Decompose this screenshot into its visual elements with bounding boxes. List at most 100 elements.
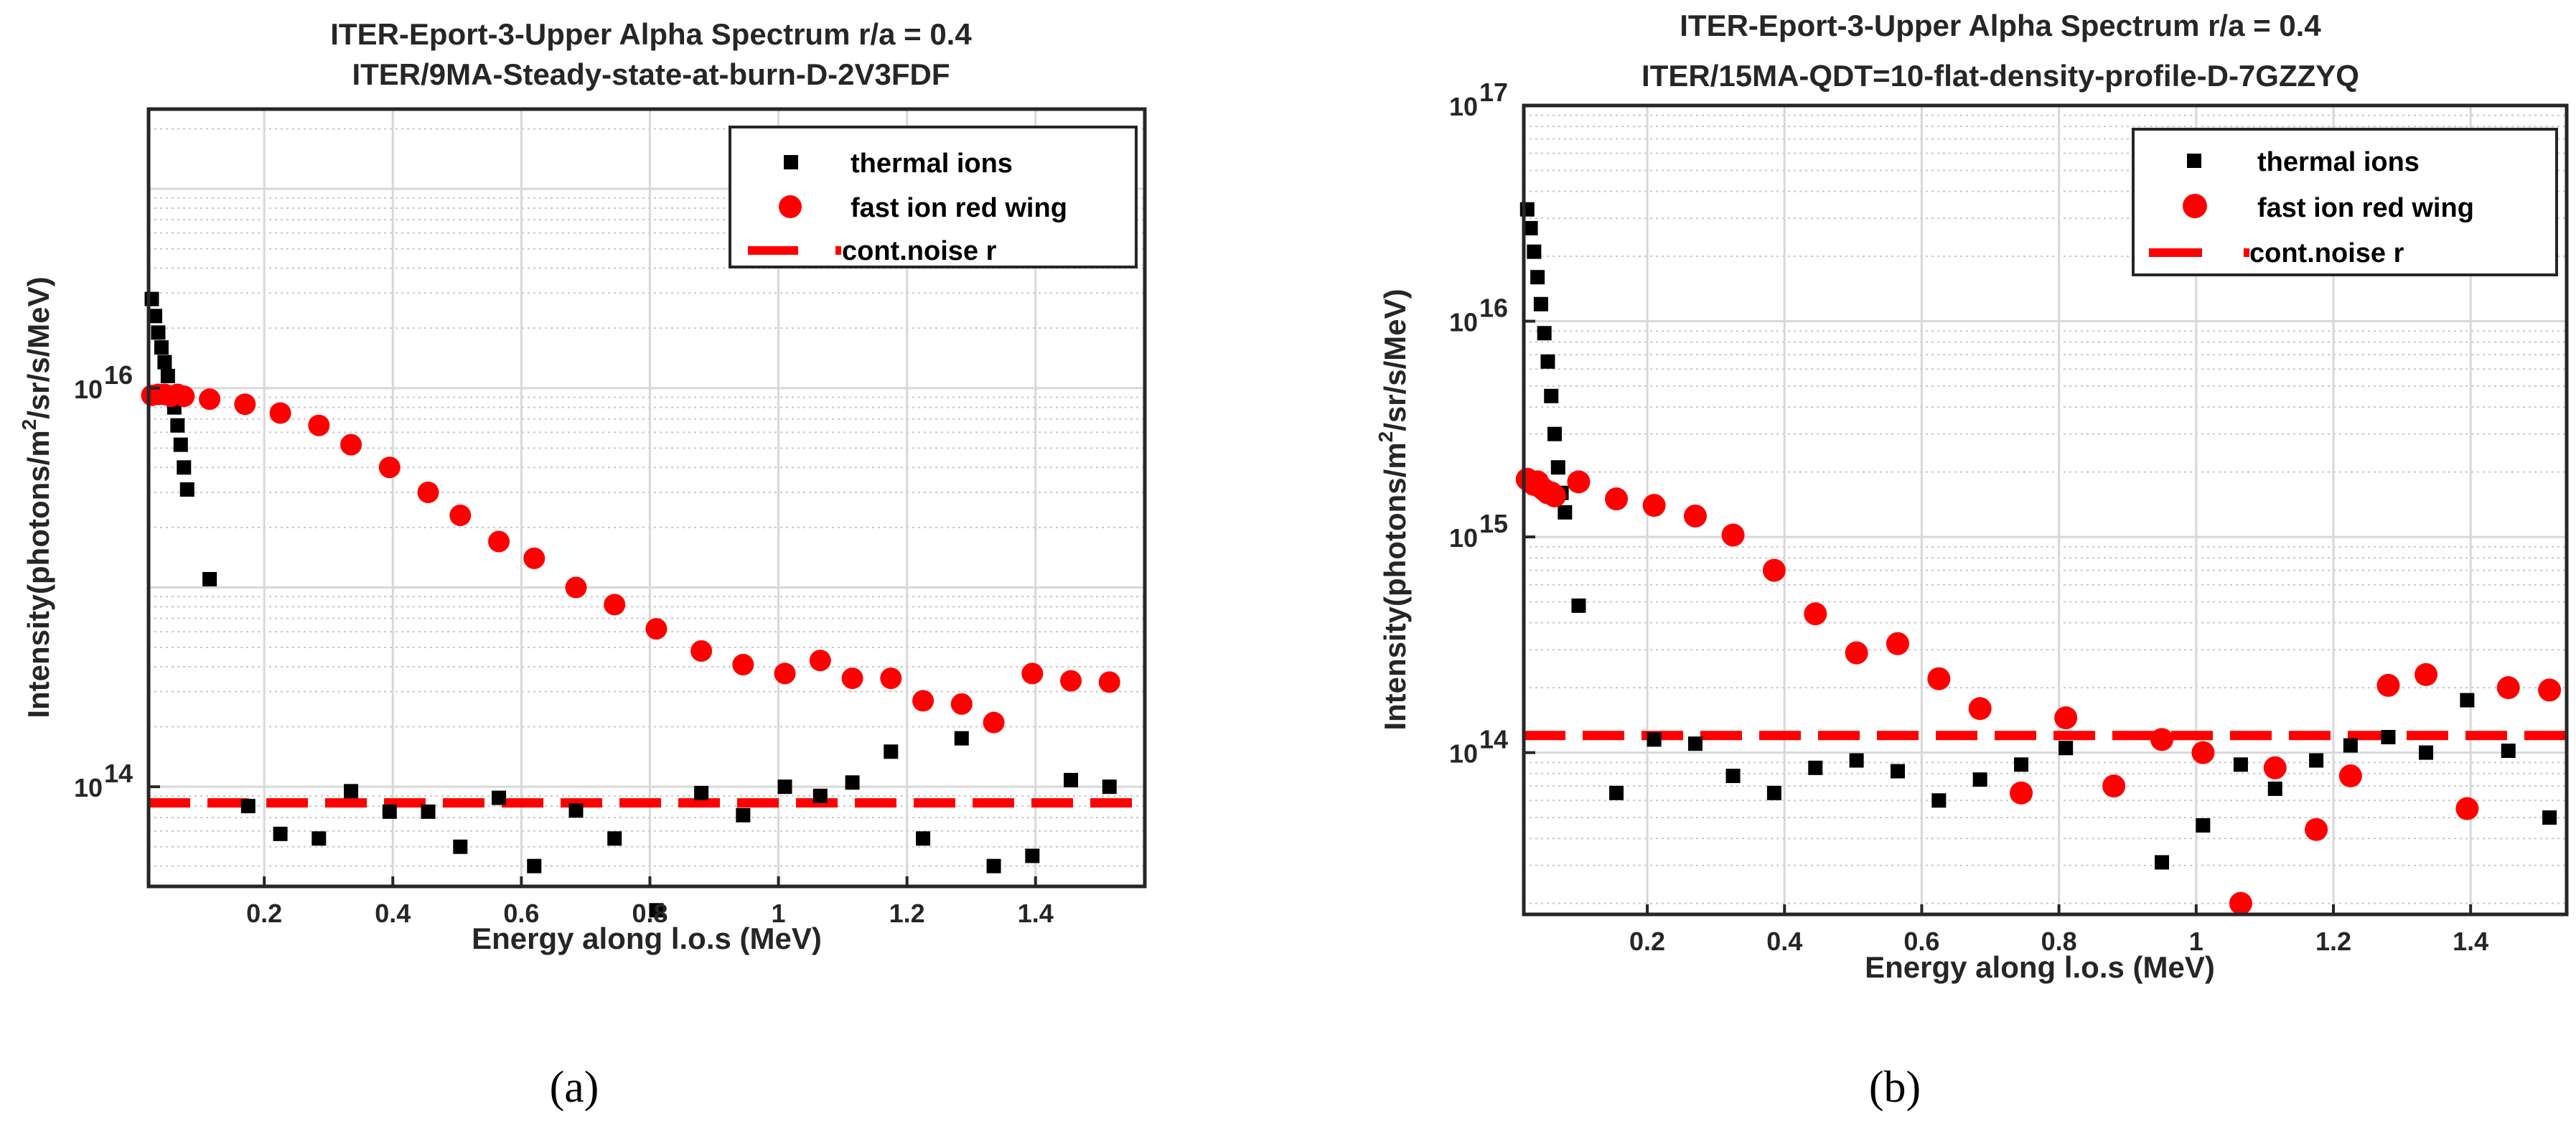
- chart-a-title-line2: ITER/9MA-Steady-state-at-burn-D-2V3FDF: [352, 57, 950, 91]
- chart-a-legend-fast-marker: [779, 195, 802, 218]
- fast-ion-point: [1968, 697, 1992, 721]
- thermal-ion-point: [1931, 793, 1947, 808]
- chart-a-axes-box: [146, 107, 1147, 889]
- thermal-ion-point: [170, 418, 185, 433]
- chart-b-legend-thermal-label: thermal ions: [2257, 147, 2420, 177]
- chart-b-ylabel-post: /sr/s/MeV): [1378, 289, 1412, 431]
- thermal-ion-point: [2196, 818, 2211, 833]
- chart-a-ylabel-pre: Intensity(photons/m: [22, 430, 55, 718]
- y-tick-exponent: 16: [104, 360, 133, 390]
- chart-a-legend-fast-label: fast ion red wing: [851, 193, 1067, 223]
- thermal-ion-point: [1571, 598, 1586, 613]
- fast-ion-point: [1721, 523, 1745, 547]
- chart-b-axes-box: [1522, 103, 2569, 917]
- chart-b-title-line2: ITER/15MA-QDT=10-flat-density-profile-D-…: [1641, 59, 2359, 93]
- fast-ion-point: [1642, 494, 1666, 517]
- chart-b-legend-fast-marker: [2183, 194, 2207, 218]
- chart-a-legend-noise-label: cont.noise r: [842, 236, 997, 266]
- chart-a-fast-series: [141, 383, 1120, 734]
- chart-b-legend: thermal ions fast ion red wing cont.nois…: [2132, 128, 2558, 276]
- chart-a-legend-thermal-label: thermal ions: [851, 149, 1013, 179]
- x-tick-label: 0.6: [503, 899, 539, 928]
- thermal-ion-point: [151, 325, 166, 340]
- fast-ion-point: [2415, 662, 2438, 686]
- chart-a-x-axis-label: Energy along l.o.s (MeV): [472, 922, 822, 955]
- chart-b-x-ticks: 0.2 0.4 0.6 0.8 1 1.2 1.4: [1629, 904, 2488, 956]
- thermal-ion-point: [2267, 781, 2282, 796]
- fast-ion-point: [1567, 470, 1591, 494]
- fast-ion-point: [1060, 670, 1082, 692]
- y-tick-label: 10: [1449, 523, 1478, 553]
- thermal-ion-point: [916, 831, 931, 846]
- chart-b-ylabel-sup: 2: [1374, 431, 1397, 443]
- chart-b-legend-thermal-marker: [2187, 154, 2201, 168]
- thermal-ion-point: [2155, 855, 2170, 870]
- fast-ion-point: [2376, 673, 2400, 697]
- thermal-ion-point: [157, 355, 172, 370]
- fast-ion-point: [2191, 741, 2215, 764]
- y-tick-exponent: 17: [1479, 78, 1508, 107]
- thermal-ion-point: [1537, 326, 1552, 341]
- x-tick-label: 0.4: [1766, 927, 1802, 956]
- thermal-ion-point: [1530, 270, 1545, 285]
- fast-ion-point: [1098, 671, 1120, 693]
- thermal-ion-point: [1808, 760, 1823, 775]
- thermal-ion-point: [954, 731, 969, 746]
- fast-ion-point: [269, 402, 291, 424]
- chart-a-x-ticks: 0.2 0.4 0.6 0.8 1 1.2 1.4: [246, 876, 1054, 928]
- fast-ion-point: [2102, 774, 2126, 798]
- thermal-ion-point: [2460, 693, 2475, 708]
- thermal-ion-point: [312, 831, 327, 846]
- fast-ion-point: [2010, 781, 2033, 805]
- chart-b-thermal-series: [1519, 202, 2557, 870]
- chart-b-legend-noise-label: cont.noise r: [2249, 238, 2404, 268]
- thermal-ion-point: [173, 437, 188, 452]
- fast-ion-point: [2538, 678, 2562, 702]
- thermal-ion-point: [568, 803, 584, 818]
- thermal-ion-point: [845, 775, 860, 790]
- caption-b: (b): [1869, 1063, 1921, 1112]
- thermal-ion-point: [1766, 785, 1781, 800]
- x-tick-label: 0.6: [1903, 927, 1939, 956]
- y-tick-exponent: 16: [1479, 294, 1508, 323]
- fast-ion-point: [199, 388, 221, 411]
- thermal-ion-point: [421, 804, 436, 819]
- fast-ion-point: [1683, 504, 1707, 528]
- y-tick-label: 10: [74, 773, 103, 802]
- fast-ion-point: [488, 530, 510, 553]
- y-tick-label: 10: [1449, 308, 1478, 337]
- x-tick-label: 0.2: [1629, 927, 1665, 956]
- fast-ion-point: [774, 662, 796, 685]
- chart-b-legend-fast-label: fast ion red wing: [2257, 193, 2474, 223]
- thermal-ion-point: [1523, 220, 1538, 235]
- fast-ion-point: [912, 690, 935, 712]
- fast-ion-point: [417, 481, 439, 503]
- fast-ion-point: [378, 456, 401, 479]
- caption-a: (a): [550, 1063, 599, 1112]
- thermal-ion-point: [273, 826, 288, 841]
- fast-ion-point: [173, 385, 195, 408]
- thermal-ion-point: [1544, 388, 1559, 403]
- thermal-ion-point: [1647, 732, 1662, 747]
- thermal-ion-point: [1102, 779, 1117, 795]
- fast-ion-point: [1605, 487, 1629, 511]
- thermal-ion-point: [884, 744, 899, 759]
- fast-ion-point: [809, 650, 831, 672]
- thermal-ion-point: [2381, 729, 2396, 744]
- thermal-ion-point: [649, 903, 664, 918]
- thermal-ion-point: [1558, 505, 1573, 520]
- thermal-ion-point: [240, 799, 256, 814]
- thermal-ion-point: [453, 839, 468, 854]
- thermal-ion-point: [694, 785, 709, 800]
- thermal-ion-point: [986, 858, 1001, 873]
- fast-ion-point: [1845, 641, 1868, 665]
- fast-ion-point: [2263, 756, 2287, 779]
- fast-ion-point: [1927, 667, 1951, 690]
- y-tick-label: 10: [1449, 739, 1478, 769]
- thermal-ion-point: [1972, 772, 1987, 787]
- x-tick-label: 1: [2189, 927, 2203, 956]
- thermal-ion-point: [1064, 772, 1079, 787]
- thermal-ion-point: [154, 340, 169, 355]
